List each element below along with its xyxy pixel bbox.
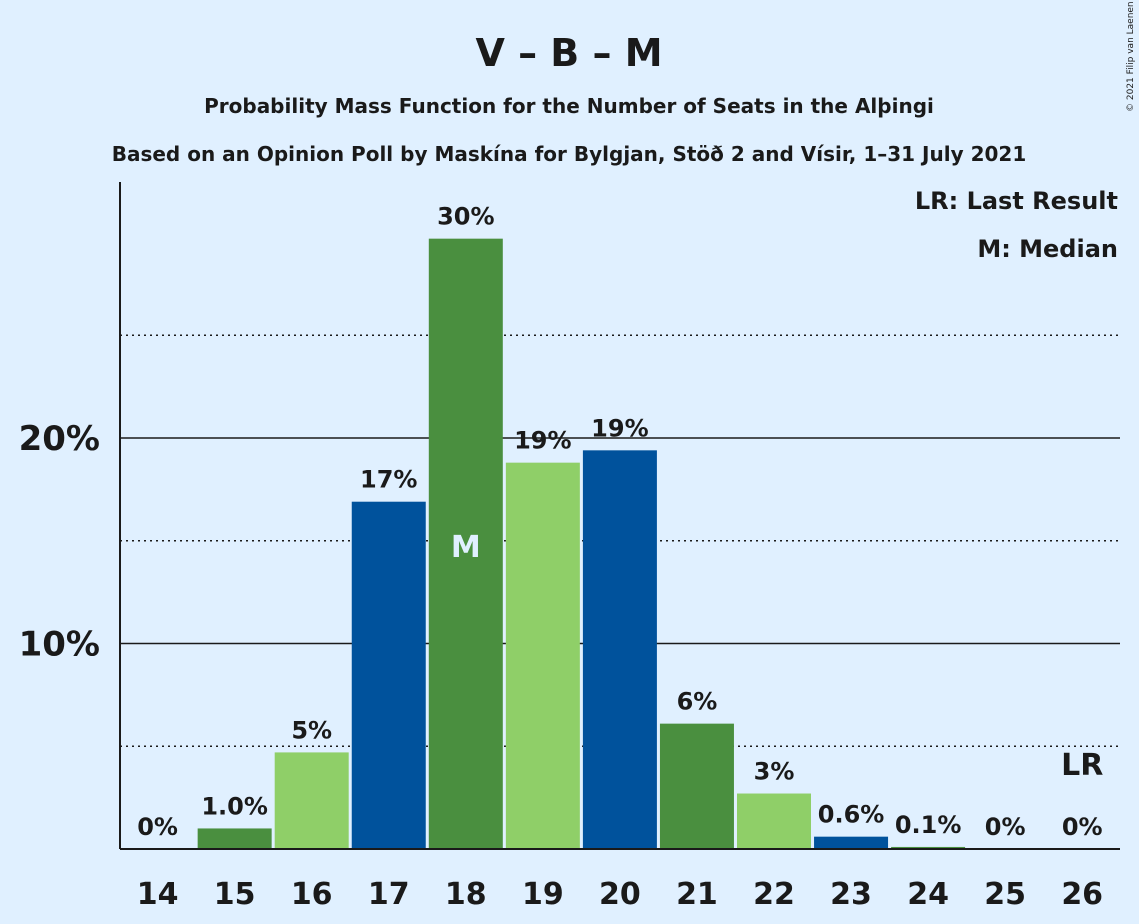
- x-tick-label: 23: [830, 877, 872, 912]
- bar: [505, 462, 580, 849]
- copyright-notice: © 2021 Filip van Laenen: [1126, 1, 1136, 112]
- chart-subtitle-2: Based on an Opinion Poll by Maskína for …: [112, 142, 1027, 166]
- x-tick-labels: 14 15 16 17 18 19 20 21 22 23 24 25 26: [137, 877, 1103, 912]
- value-label: 30%: [437, 203, 494, 231]
- value-label: 0.1%: [895, 811, 962, 839]
- x-tick-label: 24: [907, 877, 949, 912]
- bar: [737, 793, 811, 849]
- value-label: 19%: [591, 414, 648, 442]
- bar: [891, 846, 966, 849]
- legend-last-result: LR: Last Result: [915, 187, 1118, 215]
- bars: [197, 238, 966, 850]
- bar: [351, 501, 426, 849]
- value-label: 0%: [1062, 813, 1103, 841]
- value-label: 17%: [360, 466, 417, 494]
- bar: [582, 450, 657, 849]
- value-label: 0%: [137, 813, 178, 841]
- value-label: 3%: [754, 758, 795, 786]
- x-tick-label: 17: [368, 877, 410, 912]
- y-tick-labels: 10% 20%: [19, 419, 100, 665]
- bar: [659, 723, 734, 849]
- value-label: 0%: [985, 813, 1026, 841]
- legend-median: M: Median: [977, 235, 1118, 263]
- y-tick-label: 10%: [19, 625, 100, 665]
- bar: [428, 238, 503, 850]
- last-result-marker: LR: [1061, 748, 1103, 783]
- x-tick-label: 18: [445, 877, 487, 912]
- y-tick-label: 20%: [19, 419, 100, 459]
- x-tick-label: 20: [599, 877, 641, 912]
- median-marker: M: [451, 530, 481, 565]
- x-tick-label: 25: [984, 877, 1026, 912]
- value-label: 5%: [291, 716, 332, 744]
- x-tick-label: 26: [1061, 877, 1103, 912]
- x-tick-label: 22: [753, 877, 795, 912]
- value-label: 6%: [677, 688, 718, 716]
- x-tick-label: 15: [214, 877, 256, 912]
- value-label: 0.6%: [818, 801, 885, 829]
- x-tick-label: 14: [137, 877, 179, 912]
- x-tick-label: 16: [291, 877, 333, 912]
- chart-title: V – B – M: [475, 31, 662, 75]
- bar: [274, 752, 349, 849]
- x-tick-label: 21: [676, 877, 718, 912]
- x-tick-label: 19: [522, 877, 564, 912]
- value-label: 19%: [514, 427, 571, 455]
- chart-subtitle-1: Probability Mass Function for the Number…: [204, 94, 934, 118]
- bar: [197, 828, 272, 849]
- value-labels: 0% 1.0% 5% 17% 30% M 19% 19% 6% 3% 0.6% 0.1% 0% 0% LR: [137, 203, 1103, 841]
- value-label: 1.0%: [201, 792, 268, 820]
- bar: [814, 836, 889, 849]
